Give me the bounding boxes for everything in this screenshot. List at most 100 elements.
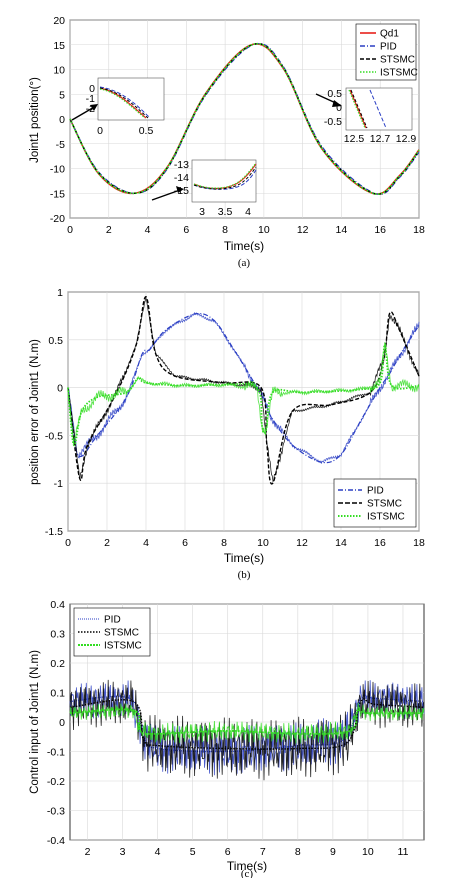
x-tick-a: 4: [145, 224, 151, 236]
inset-1-curve-pid: [99, 86, 151, 119]
y-tick-a: -15: [50, 188, 65, 200]
x-tick-b: 6: [182, 537, 188, 549]
x-axis-label-a: Time(s): [224, 239, 264, 253]
inset-3-arrow-head: [332, 100, 342, 107]
inset-2-xtick: 4: [245, 206, 251, 218]
inset-1-xtick: 0: [97, 125, 103, 137]
y-tick-a: -20: [50, 213, 65, 225]
x-tick-c: 9: [330, 846, 336, 858]
y-tick-c: -0.3: [47, 806, 65, 818]
x-tick-a: 10: [258, 224, 270, 236]
y-tick-b: 1: [57, 287, 63, 299]
inset-2-arrow-head: [176, 186, 184, 193]
x-ticks-a: 0 2 4 6 8 10 12 14 16 18: [67, 224, 425, 236]
y-tick-b: -1: [54, 478, 63, 490]
inset-1-ytick: 0: [89, 83, 95, 95]
inset-2-curve-pid: [193, 169, 257, 190]
inset-1-curve-stsmc: [99, 87, 149, 119]
x-tick-c: 10: [362, 846, 374, 858]
series-chatter-istsmc: [69, 702, 425, 744]
chart-c: 2 3 4 5 6 7 8 9 10 11 0.4 0.3 0.2 0.1 0 …: [29, 599, 425, 878]
y-tick-a: -10: [50, 164, 65, 176]
chart-b: 0 2 4 6 8 10 12 14 16 18 1 0.5 0 -0.5 -1…: [29, 287, 425, 581]
x-tick-c: 3: [120, 846, 126, 858]
panel-label-a: (a): [238, 257, 251, 269]
legend-label-pid: PID: [104, 615, 121, 626]
x-tick-a: 12: [297, 224, 309, 236]
x-tick-b: 2: [104, 537, 110, 549]
legend-label-istsmc: ISTSMC: [367, 512, 405, 523]
y-tick-c: 0.4: [50, 599, 65, 611]
y-tick-c: -0.1: [47, 747, 65, 759]
x-tick-c: 5: [190, 846, 196, 858]
x-tick-b: 4: [143, 537, 149, 549]
legend-label-stsmc: STSMC: [367, 499, 402, 510]
y-tick-a: 20: [53, 15, 65, 27]
x-tick-a: 16: [374, 224, 386, 236]
y-tick-a: 0: [59, 114, 65, 126]
x-tick-b: 16: [374, 537, 386, 549]
y-axis-label-c: Control input of Joint1 (N.m): [29, 650, 41, 794]
x-tick-b: 14: [335, 537, 347, 549]
y-tick-b: 0: [57, 383, 63, 395]
x-axis-label-b: Time(s): [224, 551, 264, 565]
x-tick-a: 14: [336, 224, 348, 236]
legend-a: Qd1 PID STSMC ISTSMC: [355, 23, 418, 81]
panel-label-c: (c): [241, 868, 254, 878]
x-tick-b: 0: [65, 537, 71, 549]
x-tick-a: 6: [183, 224, 189, 236]
series-c: [69, 679, 425, 781]
inset-1-curve-istsmc: [99, 88, 146, 119]
inset-3-curve-istsmc: [348, 89, 366, 129]
y-tick-c: 0: [59, 717, 65, 729]
inset-2: -13 -14 -15 3 3.5 4: [151, 159, 257, 218]
legend-label-istsmc: ISTSMC: [104, 641, 142, 652]
y-tick-b: -0.5: [45, 430, 63, 442]
x-axis-label-c: Time(s): [227, 859, 267, 873]
y-axis-label-b: position error of Joint1 (N.m): [29, 339, 41, 485]
panel-label-b: (b): [238, 569, 251, 581]
x-tick-c: 11: [398, 846, 409, 858]
inset-1-arrow-head: [90, 104, 98, 111]
series-chatter-pid: [69, 680, 425, 776]
inset-1-frame: [97, 77, 165, 121]
series-chatter-istsmc: [67, 341, 420, 445]
series-line-istsmc: [69, 42, 420, 196]
x-ticks-b: 0 2 4 6 8 10 12 14 16 18: [65, 537, 425, 549]
x-ticks-c: 2 3 4 5 6 7 8 9 10 11: [85, 846, 409, 858]
x-tick-a: 2: [106, 224, 112, 236]
y-tick-a: 10: [53, 65, 65, 77]
legend-label-qd1: Qd1: [380, 29, 399, 40]
x-tick-b: 18: [413, 537, 425, 549]
chart-a: 0 2 4 6 8 10 12 14 16 18 20 15 10 5 0 -5…: [29, 15, 425, 269]
y-ticks-c: 0.4 0.3 0.2 0.1 0 -0.1 -0.2 -0.3 -0.4: [47, 599, 65, 847]
y-tick-a: 5: [59, 89, 65, 101]
x-tick-a: 0: [67, 224, 73, 236]
y-ticks-b: 1 0.5 0 -0.5 -1 -1.5: [45, 287, 63, 538]
y-tick-a: -5: [56, 139, 65, 151]
inset-1-ytick: -1: [86, 93, 95, 105]
legend-label-istsmc: ISTSMC: [380, 68, 418, 79]
x-tick-c: 6: [225, 846, 231, 858]
inset-2-arrow: [151, 189, 181, 201]
inset-3-curve-pid: [369, 89, 387, 129]
x-tick-c: 2: [85, 846, 91, 858]
legend-label-stsmc: STSMC: [104, 628, 139, 639]
y-ticks-a: 20 15 10 5 0 -5 -10 -15 -20: [50, 15, 65, 225]
inset-1-curves: [99, 87, 147, 119]
inset-3-ytick: 0.5: [327, 88, 342, 100]
x-tick-a: 8: [222, 224, 228, 236]
inset-1-arrow: [71, 105, 97, 121]
inset-2-xtick: 3: [199, 206, 205, 218]
x-tick-b: 10: [257, 537, 269, 549]
x-tick-c: 4: [155, 846, 161, 858]
x-tick-c: 7: [260, 846, 266, 858]
series-chatter-pid: [67, 312, 420, 464]
y-tick-b: -1.5: [45, 526, 63, 538]
inset-3-ytick: -0.5: [324, 116, 342, 128]
y-tick-c: 0.3: [50, 629, 65, 641]
x-tick-b: 8: [221, 537, 227, 549]
legend-label-pid: PID: [380, 42, 397, 53]
y-tick-c: 0.2: [50, 658, 65, 670]
inset-3-xtick: 12.7: [370, 133, 391, 145]
